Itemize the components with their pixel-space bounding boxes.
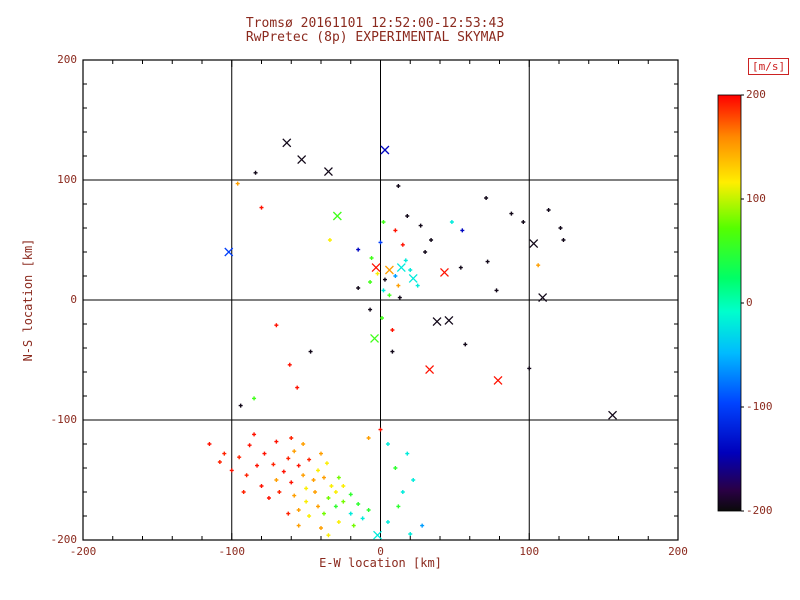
y-tick-label: -200 <box>50 533 78 546</box>
x-tick-label: 200 <box>668 545 688 558</box>
y-tick-label: -100 <box>50 413 78 426</box>
colorbar-tick-label: -200 <box>746 504 773 517</box>
colorbar-tick-label: 0 <box>746 296 753 309</box>
y-tick-label: 0 <box>70 293 77 306</box>
x-tick-label: -100 <box>218 545 246 558</box>
x-axis-label: E-W location [km] <box>319 556 442 570</box>
colorbar-tick-label: 200 <box>746 88 766 101</box>
y-tick-label: 200 <box>57 53 77 66</box>
figure-title-line2: RwPretec (8p) EXPERIMENTAL SKYMAP <box>245 30 505 45</box>
colorbar-tick-label: 100 <box>746 192 766 205</box>
colorbar-units-label: [m/s] <box>748 58 790 75</box>
y-tick-label: 100 <box>57 173 77 186</box>
figure-title-line1: Tromsø 20161101 12:52:00-12:53:43 <box>245 16 505 31</box>
x-tick-label: 100 <box>519 545 540 558</box>
colorbar-tick-label: -100 <box>746 400 773 413</box>
x-tick-label: 0 <box>377 545 384 558</box>
y-axis-label: N-S location [km] <box>21 238 35 362</box>
x-tick-label: -200 <box>69 545 97 558</box>
